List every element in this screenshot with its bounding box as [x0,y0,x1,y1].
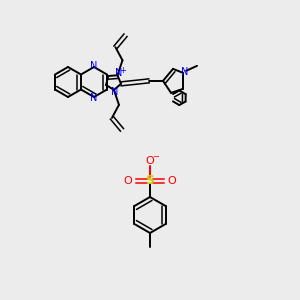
Text: O: O [168,176,176,186]
Text: N: N [115,68,122,78]
Text: N: N [90,93,98,103]
Text: O: O [124,176,132,186]
Text: S: S [146,175,154,188]
Text: −: − [152,152,160,161]
Text: +: + [119,66,126,75]
Text: O: O [146,156,154,166]
Text: N: N [111,87,118,97]
Text: N: N [181,67,189,77]
Text: N: N [90,61,98,71]
